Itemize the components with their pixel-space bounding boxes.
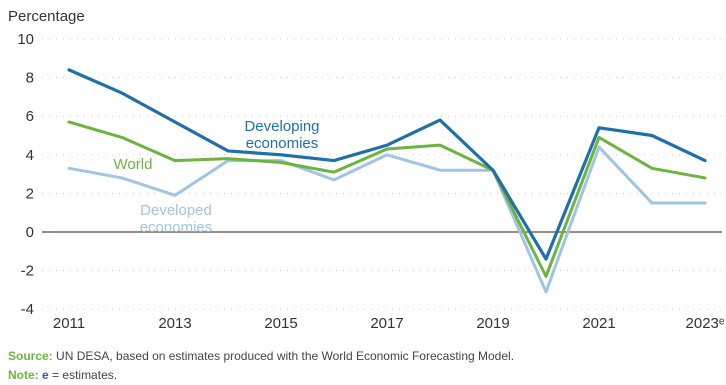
y-tick-label: -4 (21, 301, 34, 318)
series-lines (67, 68, 707, 294)
x-tick-label: 2017 (370, 315, 403, 332)
note-text: = estimates. (52, 368, 118, 382)
y-tick-label: 4 (26, 147, 34, 164)
chart-notes: Source: UN DESA, based on estimates prod… (8, 347, 726, 385)
y-tick-label: 6 (26, 108, 34, 125)
y-tick-label: 10 (17, 31, 34, 48)
x-tick-label: 2011 (53, 315, 85, 332)
series-label-developed-economies: Developed economies (140, 202, 213, 236)
y-tick-label: 0 (26, 224, 34, 241)
gridlines (42, 38, 722, 310)
y-tick-label: 2 (26, 185, 34, 202)
series-line-developing-economies (67, 68, 707, 261)
source-label: Source: (8, 349, 53, 363)
x-tick-label: 2019 (476, 315, 509, 332)
note-symbol: e (42, 368, 49, 382)
series-labels: Developing economies World Developed economi… (114, 118, 320, 236)
series-line-developed-economies (67, 145, 707, 294)
x-tick-label: 2021 (582, 315, 615, 332)
source-line: Source: UN DESA, based on estimates prod… (8, 347, 726, 366)
series-label-developing-economies: Developing economies (244, 118, 319, 152)
note-label: Note: (8, 368, 39, 382)
x-tick-labels: 2011 2013 2015 2017 2019 2021 2023ᵉ (53, 315, 725, 332)
y-tick-label: 8 (26, 70, 34, 87)
x-tick-label: 2013 (158, 315, 191, 332)
series-line-world (67, 120, 707, 278)
note-line: Note: e = estimates. (8, 366, 726, 385)
y-axis-title: Percentage (8, 8, 85, 25)
x-tick-label: 2023ᵉ (686, 315, 725, 332)
series-label-world: World (114, 156, 153, 173)
y-tick-label: -2 (21, 263, 34, 280)
source-text: UN DESA, based on estimates produced wit… (56, 349, 515, 363)
x-tick-label: 2015 (264, 315, 297, 332)
y-tick-labels: -4 -2 0 2 4 6 8 10 (17, 31, 34, 318)
